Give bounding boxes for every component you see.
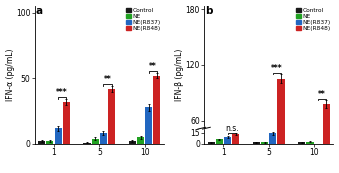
Bar [100,133,107,144]
Bar [63,102,70,144]
Bar [108,89,115,144]
Bar [55,128,62,144]
Bar [277,79,284,144]
Bar [145,107,152,144]
Bar [137,137,144,144]
Bar [153,76,160,144]
Bar [216,139,223,144]
Bar [298,142,305,144]
Bar [253,142,260,144]
Bar [46,141,54,144]
Text: a: a [36,6,43,16]
Text: ***: *** [56,88,68,97]
Y-axis label: IFN-α (pg/mL): IFN-α (pg/mL) [5,49,15,101]
Y-axis label: IFN-β (pg/mL): IFN-β (pg/mL) [175,49,184,101]
Bar [315,144,322,160]
Text: b: b [205,6,213,16]
Text: **: ** [318,90,326,99]
Legend: Control, NE, NE(R837), NE(R848): Control, NE, NE(R837), NE(R848) [126,8,161,31]
Legend: Control, NE, NE(R837), NE(R848): Control, NE, NE(R837), NE(R848) [296,8,331,31]
Bar [92,139,99,144]
Bar [129,141,136,144]
Bar [38,141,45,144]
Text: **: ** [149,62,157,71]
Bar [224,137,231,144]
Text: **: ** [104,75,112,84]
Bar [323,104,330,144]
Bar [83,143,91,144]
Text: ***: *** [271,64,283,73]
Bar [232,134,239,144]
Bar [306,142,314,144]
Text: n.s.: n.s. [225,124,238,133]
Bar [207,142,215,144]
Bar [269,133,276,144]
Bar [261,142,268,144]
